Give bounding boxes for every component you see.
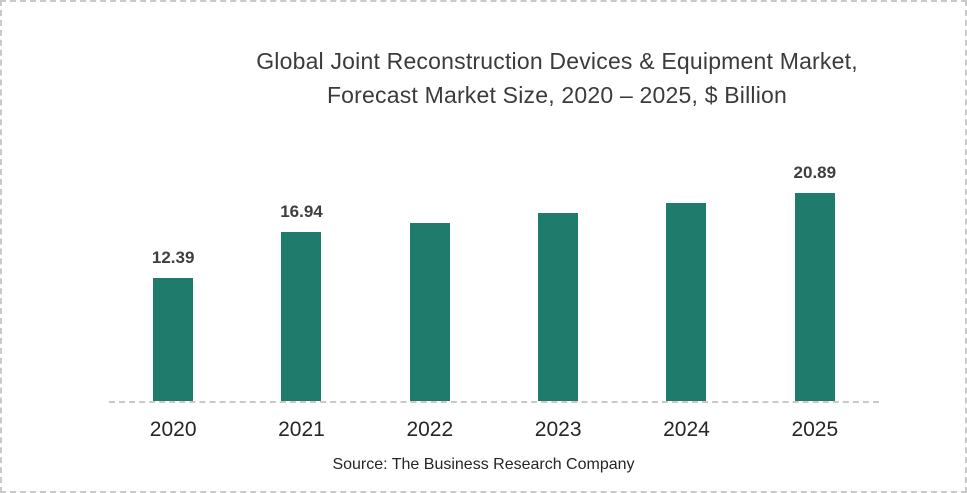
x-tick-label-2021: 2021 bbox=[278, 418, 325, 441]
x-tick-label-2023: 2023 bbox=[534, 418, 582, 441]
x-axis-labels: 2020 2021 2022 2023 2024 2025 bbox=[109, 418, 879, 442]
chart-title: Global Joint Reconstruction Devices & Eq… bbox=[147, 44, 965, 112]
chart-title-line1: Global Joint Reconstruction Devices & Eq… bbox=[256, 48, 858, 74]
bar-slot-2024 bbox=[622, 152, 750, 401]
bar-2022 bbox=[409, 222, 450, 401]
x-tick-label-2024: 2024 bbox=[663, 418, 710, 441]
bar-2024 bbox=[666, 202, 707, 401]
bar-slot-2022 bbox=[366, 152, 494, 401]
bar-2021 bbox=[281, 232, 322, 401]
bar-slot-2021: 16.94 bbox=[237, 152, 365, 401]
bar-value-label-2020: 12.39 bbox=[151, 247, 195, 267]
bar-2020 bbox=[153, 277, 194, 401]
x-tick-label-2022: 2022 bbox=[406, 418, 454, 441]
bar-value-label-2021: 16.94 bbox=[280, 202, 323, 222]
bar-slot-2020: 12.39 bbox=[109, 152, 237, 401]
bar-slot-2025: 20.89 bbox=[751, 152, 879, 401]
bar-2023 bbox=[538, 212, 579, 401]
source-note: Source: The Business Research Company bbox=[332, 456, 635, 473]
bar-2025 bbox=[794, 192, 835, 401]
x-tick-label-2025: 2025 bbox=[791, 418, 839, 441]
plot-area: 12.39 16.94 20.89 bbox=[109, 152, 879, 403]
bar-slot-2023 bbox=[494, 152, 622, 401]
bar-value-label-2025: 20.89 bbox=[793, 162, 837, 182]
x-tick-label-2020: 2020 bbox=[149, 418, 197, 441]
chart-title-line2: Forecast Market Size, 2020 – 2025, $ Bil… bbox=[326, 82, 788, 108]
